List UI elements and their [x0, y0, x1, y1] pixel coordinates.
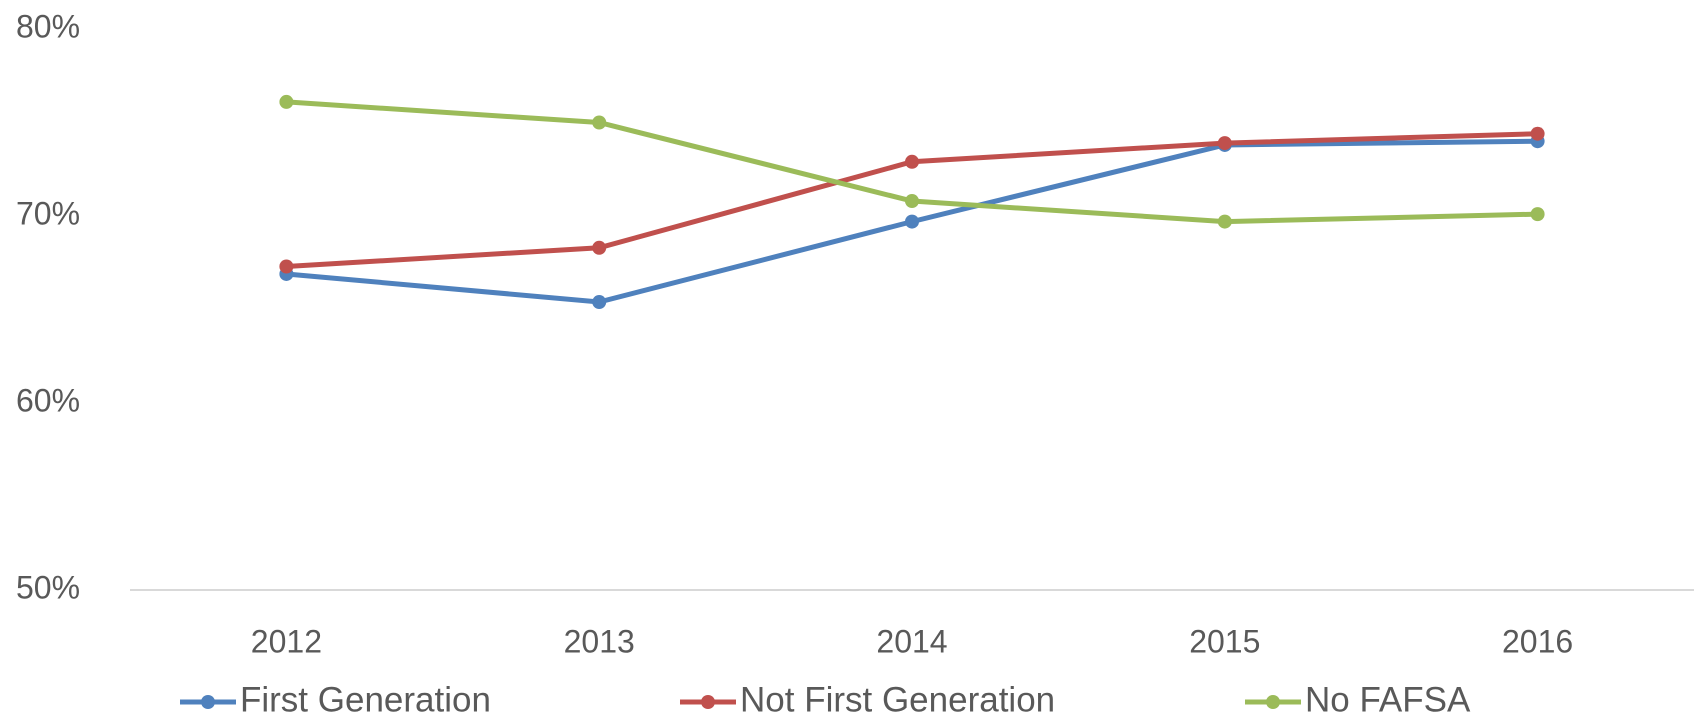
legend-label: No FAFSA	[1305, 680, 1471, 719]
data-point	[1217, 136, 1232, 151]
data-point	[279, 94, 294, 109]
y-tick-label: 80%	[16, 8, 80, 44]
data-point	[279, 259, 294, 274]
y-tick-label: 50%	[16, 569, 80, 605]
legend-label: Not First Generation	[740, 680, 1055, 719]
y-tick-label: 60%	[16, 382, 80, 418]
data-point	[905, 154, 919, 169]
x-tick-label: 2012	[251, 623, 322, 659]
data-point	[1530, 207, 1545, 222]
legend-marker	[201, 695, 215, 709]
data-point	[592, 240, 607, 255]
legend-label: First Generation	[240, 680, 491, 719]
legend-marker	[1266, 695, 1280, 709]
x-tick-label: 2015	[1189, 623, 1260, 659]
legend-marker	[701, 695, 715, 709]
x-tick-label: 2013	[564, 623, 635, 659]
data-point	[1217, 214, 1232, 229]
data-point	[592, 295, 607, 310]
data-point	[1530, 126, 1545, 141]
data-point	[905, 194, 919, 209]
data-point	[592, 115, 607, 130]
y-tick-label: 70%	[16, 195, 80, 231]
x-tick-label: 2016	[1502, 623, 1573, 659]
data-point	[905, 214, 919, 229]
x-tick-label: 2014	[876, 623, 947, 659]
